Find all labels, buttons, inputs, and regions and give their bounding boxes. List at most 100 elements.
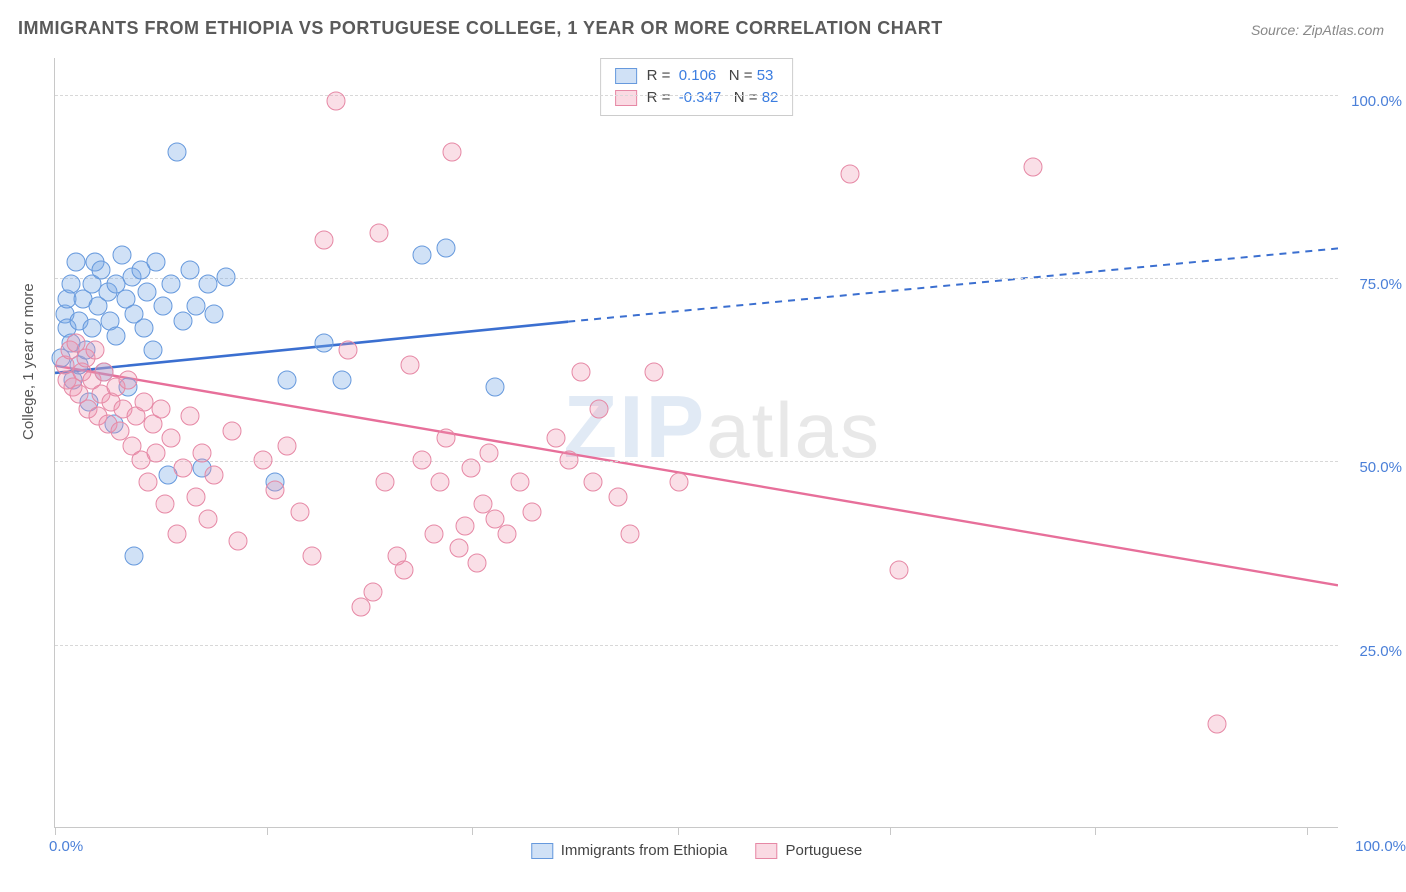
scatter-point <box>113 246 132 265</box>
scatter-point <box>138 473 157 492</box>
scatter-point <box>152 400 171 419</box>
scatter-point <box>889 561 908 580</box>
y-tick-label: 100.0% <box>1346 93 1402 110</box>
x-tick <box>472 827 473 835</box>
scatter-point <box>608 488 627 507</box>
x-tick <box>55 827 56 835</box>
scatter-point <box>645 363 664 382</box>
scatter-point <box>547 429 566 448</box>
scatter-point <box>153 297 172 316</box>
scatter-point <box>302 546 321 565</box>
swatch-icon <box>756 843 778 859</box>
scatter-point <box>590 400 609 419</box>
scatter-point <box>162 275 181 294</box>
x-tick <box>1307 827 1308 835</box>
scatter-point <box>370 224 389 243</box>
gridline <box>55 95 1338 96</box>
scatter-point <box>137 282 156 301</box>
scatter-point <box>315 231 334 250</box>
scatter-point <box>498 524 517 543</box>
scatter-point <box>168 524 187 543</box>
scatter-point <box>290 502 309 521</box>
scatter-point <box>571 363 590 382</box>
scatter-point <box>510 473 529 492</box>
scatter-point <box>1207 715 1226 734</box>
scatter-point <box>125 546 144 565</box>
scatter-point <box>266 480 285 499</box>
stats-legend: R = 0.106 N = 53R = -0.347 N = 82 <box>600 58 794 116</box>
scatter-point <box>223 422 242 441</box>
y-tick-label: 75.0% <box>1346 276 1402 293</box>
scatter-point <box>315 334 334 353</box>
stats-row: R = -0.347 N = 82 <box>615 87 779 109</box>
series-legend: Immigrants from Ethiopia Portuguese <box>531 842 862 859</box>
scatter-point <box>400 356 419 375</box>
legend-label: Portuguese <box>786 842 863 859</box>
scatter-point <box>339 341 358 360</box>
scatter-point <box>174 458 193 477</box>
scatter-point <box>486 378 505 397</box>
scatter-point <box>229 532 248 551</box>
gridline <box>55 645 1338 646</box>
scatter-point <box>394 561 413 580</box>
x-tick <box>678 827 679 835</box>
scatter-point <box>363 583 382 602</box>
source-label: Source: ZipAtlas.com <box>1251 22 1384 38</box>
scatter-point <box>192 444 211 463</box>
scatter-point <box>461 458 480 477</box>
swatch-icon <box>615 90 637 106</box>
scatter-point <box>449 539 468 558</box>
legend-label: Immigrants from Ethiopia <box>561 842 728 859</box>
scatter-point <box>412 246 431 265</box>
x-tick-label: 100.0% <box>1355 838 1406 855</box>
scatter-point <box>327 92 346 111</box>
chart-title: IMMIGRANTS FROM ETHIOPIA VS PORTUGUESE C… <box>18 18 943 39</box>
scatter-point <box>135 319 154 338</box>
scatter-point <box>86 341 105 360</box>
scatter-point <box>198 275 217 294</box>
scatter-point <box>584 473 603 492</box>
scatter-point <box>278 436 297 455</box>
scatter-point <box>455 517 474 536</box>
scatter-point <box>278 370 297 389</box>
x-tick <box>890 827 891 835</box>
stats-row: R = 0.106 N = 53 <box>615 65 779 87</box>
scatter-point <box>204 304 223 323</box>
scatter-point <box>119 370 138 389</box>
scatter-point <box>217 268 236 287</box>
scatter-point <box>186 488 205 507</box>
scatter-point <box>92 260 111 279</box>
scatter-point <box>253 451 272 470</box>
gridline <box>55 461 1338 462</box>
watermark: ZIPatlas <box>563 376 881 478</box>
scatter-point <box>186 297 205 316</box>
scatter-point <box>156 495 175 514</box>
scatter-point <box>437 429 456 448</box>
scatter-point <box>1024 158 1043 177</box>
scatter-point <box>66 253 85 272</box>
y-tick-label: 25.0% <box>1346 643 1402 660</box>
scatter-point <box>147 444 166 463</box>
scatter-point <box>437 238 456 257</box>
scatter-point <box>559 451 578 470</box>
scatter-point <box>198 510 217 529</box>
scatter-point <box>162 429 181 448</box>
scatter-point <box>443 143 462 162</box>
x-tick-label: 0.0% <box>49 838 83 855</box>
scatter-point <box>431 473 450 492</box>
scatter-point <box>376 473 395 492</box>
scatter-point <box>143 341 162 360</box>
swatch-icon <box>615 68 637 84</box>
scatter-point <box>333 370 352 389</box>
gridline <box>55 278 1338 279</box>
y-tick-label: 50.0% <box>1346 459 1402 476</box>
trend-lines <box>55 58 1338 827</box>
scatter-point <box>669 473 688 492</box>
x-tick <box>1095 827 1096 835</box>
scatter-plot: ZIPatlas R = 0.106 N = 53R = -0.347 N = … <box>54 58 1338 828</box>
scatter-point <box>412 451 431 470</box>
legend-item: Portuguese <box>756 842 863 859</box>
y-axis-label: College, 1 year or more <box>20 283 37 440</box>
scatter-point <box>840 165 859 184</box>
scatter-point <box>480 444 499 463</box>
